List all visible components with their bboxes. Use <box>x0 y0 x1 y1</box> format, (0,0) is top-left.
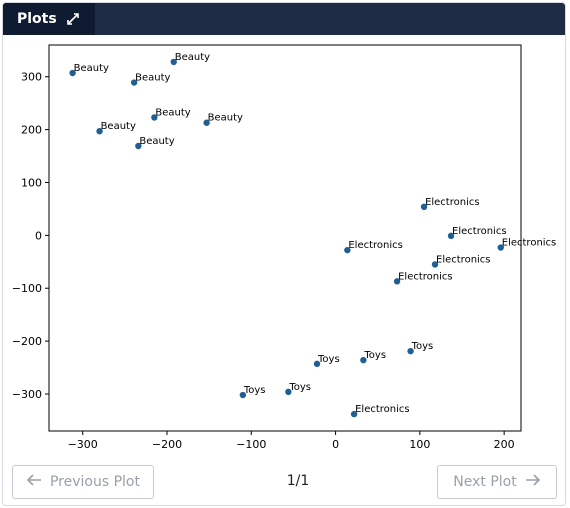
data-point <box>203 119 210 126</box>
point-label: Beauty <box>139 136 174 147</box>
plot-navigation: Previous Plot 1/1 Next Plot <box>3 461 565 505</box>
data-point <box>69 69 76 77</box>
data-point <box>497 244 504 251</box>
x-tick-label: −200 <box>152 438 182 451</box>
next-plot-button[interactable]: Next Plot <box>437 465 557 499</box>
scatter-chart: −300 −200 −100 0 100 200 300 200 100 0 −100 −200 −30… <box>12 44 557 451</box>
plot-frame <box>48 44 522 432</box>
point-label: Electronics <box>348 240 403 251</box>
point-label: Beauty <box>135 73 170 84</box>
x-tick-label: 0 <box>332 438 339 451</box>
data-point <box>96 127 103 135</box>
y-tick-label: −100 <box>12 282 42 295</box>
x-tick-label: 100 <box>409 438 430 451</box>
y-tick-label: −300 <box>12 388 42 401</box>
point-label: Electronics <box>452 226 507 237</box>
point-label: Beauty <box>155 107 190 118</box>
expand-diagonal-icon[interactable] <box>66 13 79 25</box>
point-label: Electronics <box>355 404 410 415</box>
data-point <box>431 261 439 268</box>
point-label: Electronics <box>398 271 453 282</box>
data-point <box>350 410 358 418</box>
data-point <box>344 246 351 254</box>
previous-plot-label: Previous Plot <box>49 474 140 490</box>
next-plot-label: Next Plot <box>453 474 517 490</box>
point-label: Toys <box>363 350 386 361</box>
data-point <box>407 347 414 355</box>
arrow-right-icon <box>525 474 541 490</box>
data-point <box>447 232 455 240</box>
data-point <box>130 79 138 86</box>
point-label: Toys <box>243 385 266 396</box>
y-tick-label: 200 <box>21 124 42 137</box>
point-label: Electronics <box>436 254 491 265</box>
point-label: Beauty <box>101 121 136 132</box>
previous-plot-button[interactable]: Previous Plot <box>12 465 154 499</box>
point-label: Toys <box>288 382 311 393</box>
plot-area: −300 −200 −100 0 100 200 300 200 100 0 −100 −200 −30… <box>3 35 565 455</box>
point-label: Beauty <box>175 52 210 63</box>
x-tick-label: −300 <box>68 438 98 451</box>
data-point <box>393 278 401 285</box>
y-tick-label: 100 <box>21 176 42 189</box>
data-point <box>285 388 292 396</box>
panel-header: Plots <box>3 3 565 35</box>
data-point <box>239 391 247 399</box>
y-tick-label: 0 <box>35 229 42 242</box>
data-point <box>151 114 158 121</box>
x-tick-label: −100 <box>236 438 266 451</box>
point-label: Toys <box>317 354 340 365</box>
x-tick-label: 200 <box>494 438 515 451</box>
y-tick-label: −200 <box>12 335 42 348</box>
tab-plots[interactable]: Plots <box>3 3 95 35</box>
point-label: Beauty <box>74 63 109 74</box>
data-point <box>135 142 142 150</box>
y-tick-label: 300 <box>21 71 42 84</box>
data-point <box>360 356 367 364</box>
data-point <box>170 58 177 66</box>
data-point <box>420 203 428 211</box>
point-label: Electronics <box>425 197 480 208</box>
point-label: Electronics <box>502 238 557 249</box>
point-label: Beauty <box>208 113 243 124</box>
page-indicator: 1/1 <box>286 473 310 489</box>
data-point <box>313 360 321 368</box>
point-label: Toys <box>411 341 434 352</box>
arrow-left-icon <box>26 474 42 490</box>
tab-plots-label: Plots <box>17 11 57 27</box>
